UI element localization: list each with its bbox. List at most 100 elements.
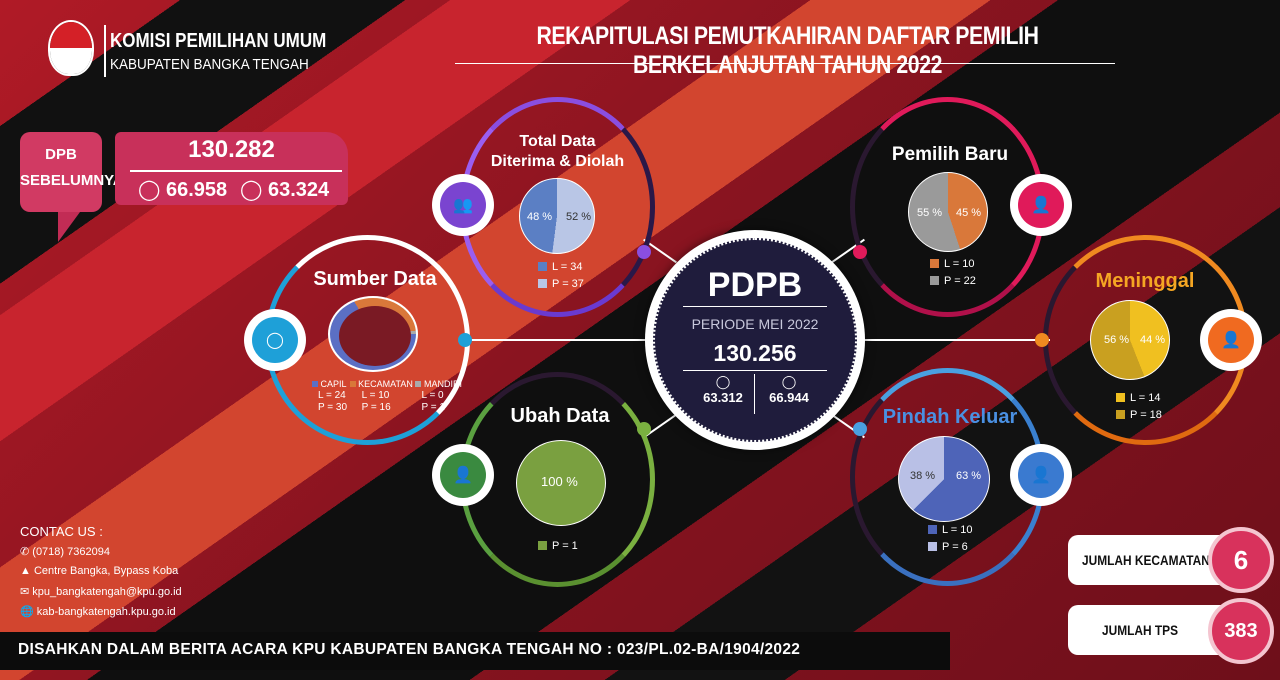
legend-l: L = 24: [318, 390, 346, 401]
person-icon: ◯: [240, 179, 263, 201]
pie-label: 100 %: [541, 474, 578, 489]
pie-label-l: 45 %: [956, 207, 982, 219]
pdpb-center-circle: PDPB PERIODE MEI 2022 130.256 ◯ 63.312 ◯ 6…: [645, 230, 865, 450]
legend-name: MANDIRI: [423, 379, 462, 389]
web-text[interactable]: kab-bangkatengah.kpu.go.id: [36, 606, 176, 618]
address-text: Centre Bangka, Bypass Koba: [33, 565, 179, 577]
contact-email[interactable]: ✉ kpu_bangkatengah@kpu.go.id: [20, 585, 182, 598]
footer-text: DISAHKAN DALAM BERITA ACARA KPU KABUPATE…: [18, 641, 801, 658]
total-data-legend: L = 34 P = 37: [538, 259, 584, 293]
pie-label-p: 56 %: [1104, 334, 1130, 346]
pindah-keluar-legend: L = 10 P = 6: [928, 522, 972, 556]
pindah-keluar-title: Pindah Keluar: [882, 406, 1018, 428]
connector-dot: [458, 333, 472, 347]
contact-phone: ✆ (0718) 7362094: [20, 545, 110, 558]
person-icon: ◯: [781, 374, 797, 389]
title-line-1: Total Data: [519, 133, 596, 150]
title-underline: [455, 63, 1115, 64]
sumber-data-donut: [328, 296, 418, 372]
connector-dot: [637, 245, 651, 259]
person-icon: 👤: [1018, 182, 1064, 228]
legend-p: P = 1: [421, 402, 445, 413]
org-name: KOMISI PEMILIHAN UMUM: [110, 30, 327, 52]
total-data-pie: [519, 178, 595, 254]
connector-line: [465, 339, 655, 341]
legend-p: P = 16: [361, 402, 391, 413]
pie-label-p: 52 %: [566, 211, 592, 223]
phone-text: (0718) 7362094: [32, 546, 110, 558]
person-icon-circle: 👤: [1010, 444, 1072, 506]
pie-label-l: 48 %: [527, 211, 553, 223]
person-icon: ◯: [252, 317, 298, 363]
tps-value-badge: 383: [1208, 598, 1274, 664]
pemilih-baru-legend: L = 10 P = 22: [930, 256, 976, 290]
kecamatan-label: JUMLAH KECAMATAN: [1082, 552, 1210, 568]
person-icon-circle: 👤: [432, 444, 494, 506]
contact-heading: CONTAC US :: [20, 524, 103, 539]
footer-bar: DISAHKAN DALAM BERITA ACARA KPU KABUPATE…: [0, 632, 950, 670]
divider: [683, 370, 827, 371]
legend-p: P = 22: [944, 275, 976, 287]
pie-label-l: 63 %: [956, 470, 982, 482]
legend-l: L = 14: [1130, 392, 1161, 404]
legend-l: L = 10: [942, 524, 973, 536]
connector-dot: [1035, 333, 1049, 347]
legend-p: P = 1: [552, 540, 578, 552]
donut-hole: [339, 306, 411, 366]
person-icon-circle: 👤: [1010, 174, 1072, 236]
legend-l: L = 10: [361, 390, 390, 401]
ubah-data-pie: [516, 440, 606, 526]
pdpb-female: ◯ 66.944: [759, 374, 819, 405]
connector-line: [860, 339, 1050, 341]
legend-kecamatan: KECAMATAN L = 10 P = 16: [349, 378, 413, 414]
home-icon: ▲: [20, 565, 31, 577]
connector-dot: [853, 422, 867, 436]
title-line-2: Diterima & Diolah: [490, 153, 625, 170]
org-region: KABUPATEN BANGKA TENGAH: [110, 56, 309, 73]
dpb-male-value: 66.958: [165, 179, 228, 201]
connector-dot: [637, 422, 651, 436]
divider: [130, 170, 342, 172]
pdpb-total: 130.256: [713, 340, 797, 366]
legend-name: CAPIL: [320, 379, 347, 389]
legend-capil: CAPIL L = 24 P = 30: [312, 378, 347, 414]
dpb-label-2: SEBELUMNYA: [20, 172, 124, 189]
sumber-data-legend: CAPIL L = 24 P = 30 KECAMATAN L = 10 P = 16 …: [312, 378, 462, 414]
dpb-label: DPB SEBELUMNYA: [20, 132, 124, 212]
page-title: REKAPITULASI PEMUTKAHIRAN DAFTAR PEMILIH…: [536, 22, 1039, 79]
contact-web[interactable]: 🌐 kab-bangkatengah.kpu.go.id: [20, 605, 176, 618]
meninggal-title: Meninggal: [1095, 270, 1195, 292]
kpu-logo: [48, 20, 94, 76]
tps-label: JUMLAH TPS: [1102, 622, 1179, 638]
legend-l: L = 0: [421, 390, 444, 401]
group-icon-circle: 👥: [432, 174, 494, 236]
pie-label-l: 44 %: [1140, 334, 1166, 346]
group-icon: 👥: [440, 182, 486, 228]
pdpb-period: PERIODE MEI 2022: [691, 316, 819, 332]
kecamatan-value: 6: [1233, 544, 1249, 575]
meninggal-legend: L = 14 P = 18: [1116, 390, 1162, 424]
legend-l: L = 34: [552, 261, 583, 273]
legend-p: P = 30: [318, 402, 348, 413]
pdpb-center-inner: PDPB PERIODE MEI 2022 130.256 ◯ 63.312 ◯ 6…: [653, 238, 857, 442]
person-icon: 👤: [440, 452, 486, 498]
legend-p: P = 18: [1130, 409, 1162, 421]
pemilih-baru-title: Pemilih Baru: [891, 144, 1009, 165]
pdpb-male-value: 63.312: [703, 390, 743, 405]
person-icon: ◯: [715, 374, 731, 389]
dpb-female-value: 63.324: [267, 179, 330, 201]
dpb-tab-tail: [58, 212, 80, 242]
legend-name: KECAMATAN: [358, 379, 413, 389]
total-data-title: Total Data Diterima & Diolah: [490, 132, 625, 172]
person-icon: 👤: [1208, 317, 1254, 363]
pdpb-title: PDPB: [707, 266, 803, 304]
divider: [104, 25, 106, 77]
email-text[interactable]: kpu_bangkatengah@kpu.go.id: [32, 586, 182, 598]
legend-p: P = 6: [942, 541, 968, 553]
globe-icon: 🌐: [20, 606, 34, 618]
pdpb-male: ◯ 63.312: [695, 374, 751, 405]
person-icon: 👤: [1018, 452, 1064, 498]
dpb-male: ◯ 66.958: [138, 177, 227, 202]
pemilih-baru-pie: [908, 172, 988, 252]
pie-label-p: 55 %: [917, 207, 943, 219]
